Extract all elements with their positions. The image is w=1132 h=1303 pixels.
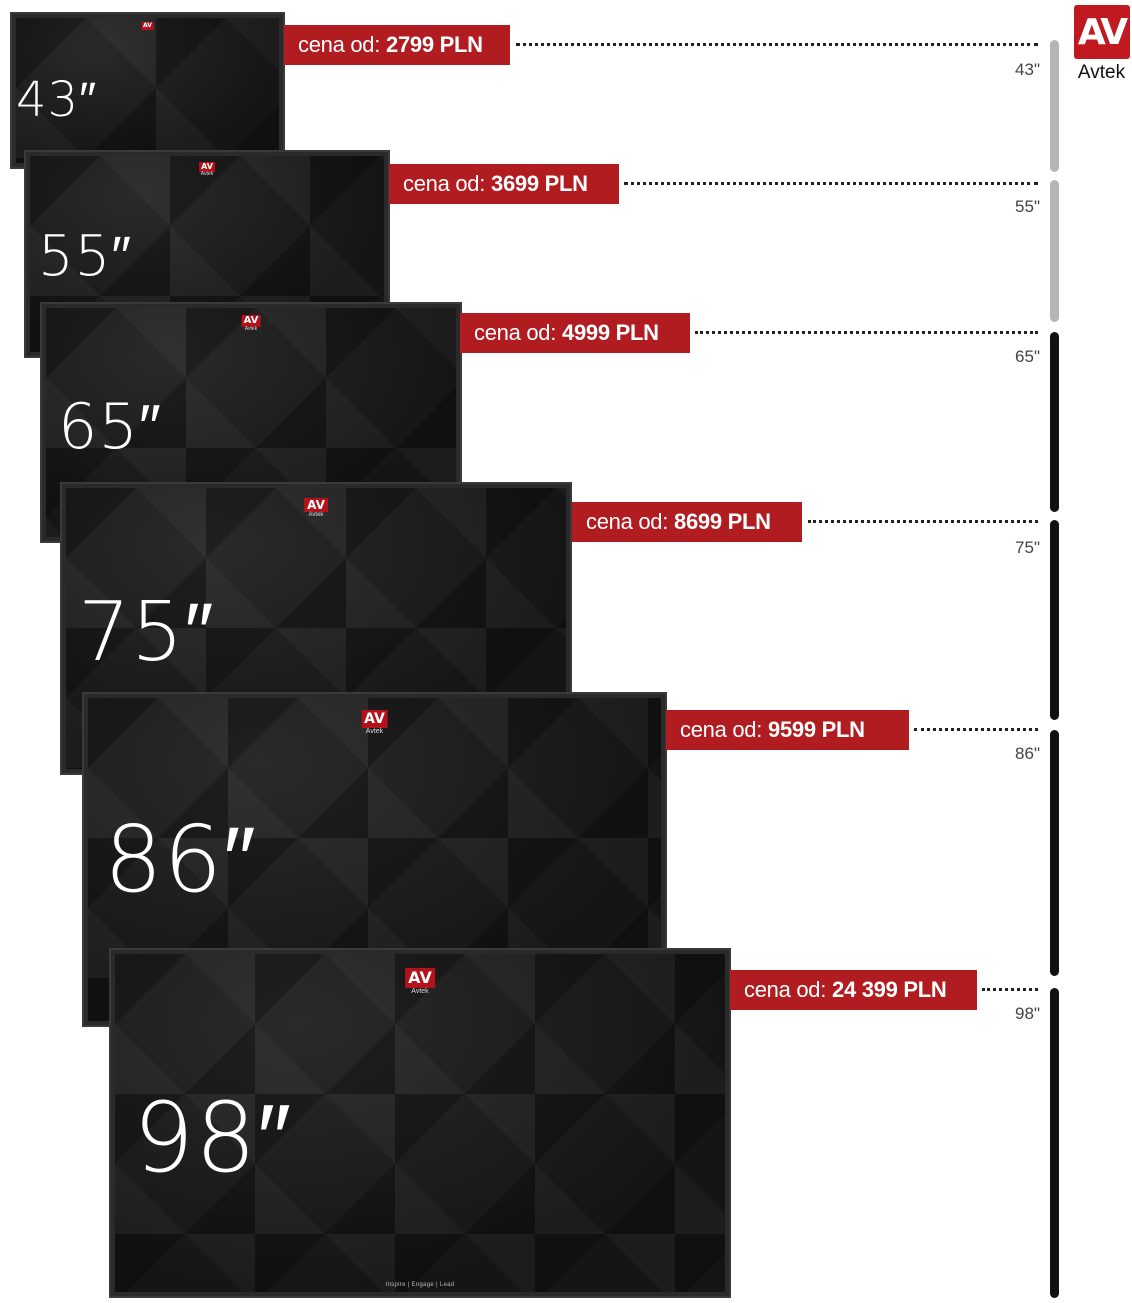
screen-size-label: 98″ bbox=[133, 1082, 293, 1194]
scale-label-98: 98" bbox=[1015, 1004, 1040, 1023]
price-tag-43: cena od: 2799 PLN bbox=[284, 25, 510, 65]
price-tag-86: cena od: 9599 PLN bbox=[666, 710, 909, 750]
screen-logo: AV Avtek bbox=[361, 710, 388, 735]
price-tag-98: cena od: 24 399 PLN bbox=[730, 970, 977, 1010]
price-amount: 3699 PLN bbox=[491, 171, 588, 196]
screen-size-label: 55″ bbox=[38, 224, 133, 289]
price-label: cena od: bbox=[586, 509, 669, 534]
size-bar-75 bbox=[1050, 520, 1059, 720]
screen-size-label: 75″ bbox=[78, 585, 215, 680]
screen-98: AV Avtek 98″ Inspire | Engage | Lead bbox=[109, 948, 731, 1298]
screen-43: AV 43″ bbox=[10, 12, 285, 169]
size-bar-43 bbox=[1050, 40, 1059, 172]
scale-label-65: 65" bbox=[1015, 347, 1040, 366]
screen-logo: AV Avtek bbox=[304, 498, 328, 518]
price-amount: 4999 PLN bbox=[562, 320, 659, 345]
leader-line bbox=[808, 520, 1038, 523]
screen-size-label: 43″ bbox=[16, 72, 98, 128]
scale-label-86: 86" bbox=[1015, 744, 1040, 763]
size-bar-65 bbox=[1050, 332, 1059, 512]
logo-wordmark: Avtek bbox=[1077, 62, 1126, 83]
size-bar-55 bbox=[1050, 180, 1059, 322]
price-label: cena od: bbox=[744, 977, 827, 1002]
leader-line bbox=[624, 182, 1038, 185]
price-label: cena od: bbox=[298, 32, 381, 57]
screen-logo: AV bbox=[141, 22, 154, 30]
scale-label-75: 75" bbox=[1015, 538, 1040, 557]
leader-line bbox=[914, 728, 1038, 731]
price-amount: 24 399 PLN bbox=[832, 977, 947, 1002]
price-amount: 2799 PLN bbox=[386, 32, 483, 57]
screen-size-label: 65″ bbox=[58, 390, 162, 463]
price-tag-65: cena od: 4999 PLN bbox=[460, 313, 690, 353]
price-amount: 8699 PLN bbox=[674, 509, 771, 534]
price-label: cena od: bbox=[403, 171, 486, 196]
screen-size-label: 86″ bbox=[104, 806, 257, 913]
price-tag-55: cena od: 3699 PLN bbox=[389, 164, 619, 204]
leader-line bbox=[695, 331, 1038, 334]
leader-line bbox=[982, 988, 1038, 991]
scale-label-55: 55" bbox=[1015, 197, 1040, 216]
screen-logo: AV Avtek bbox=[199, 162, 215, 177]
size-bar-98 bbox=[1050, 988, 1059, 1298]
size-bar-86 bbox=[1050, 730, 1059, 976]
scale-label-43: 43" bbox=[1015, 60, 1040, 79]
avtek-logo: AV Avtek bbox=[1071, 5, 1132, 84]
screen-logo: AV Avtek bbox=[241, 315, 261, 332]
price-label: cena od: bbox=[474, 320, 557, 345]
price-label: cena od: bbox=[680, 717, 763, 742]
av-logo-mark: AV bbox=[1073, 5, 1130, 59]
screen-logo: AV Avtek bbox=[405, 968, 435, 995]
leader-line bbox=[516, 43, 1038, 46]
price-tag-75: cena od: 8699 PLN bbox=[572, 502, 802, 542]
screen-tagline: Inspire | Engage | Lead bbox=[385, 1282, 455, 1288]
price-amount: 9599 PLN bbox=[768, 717, 865, 742]
